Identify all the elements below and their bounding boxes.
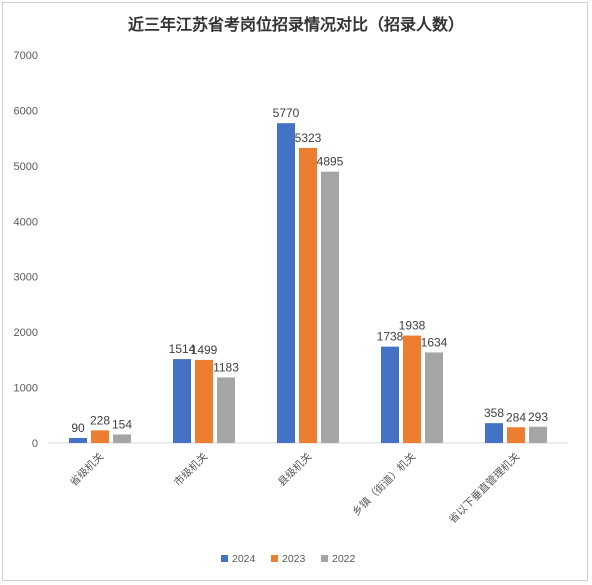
- bar-2022-3: [321, 171, 339, 444]
- bars: [69, 123, 547, 444]
- y-tick-label: 6000: [14, 105, 38, 117]
- data-label: 5770: [273, 106, 300, 120]
- data-label: 154: [112, 417, 132, 431]
- x-tick-label: 县级机关: [275, 450, 314, 489]
- bar-2023-1: [91, 430, 109, 443]
- y-tick-label: 3000: [14, 272, 38, 284]
- bar-2023-4: [403, 335, 421, 443]
- data-label: 1938: [399, 319, 426, 333]
- legend-swatch: [271, 555, 278, 562]
- bar-2024-5: [485, 423, 503, 443]
- legend-swatch: [221, 555, 228, 562]
- y-tick-label: 5000: [14, 161, 38, 173]
- legend-label: 2022: [332, 553, 356, 565]
- bar-2022-2: [217, 377, 235, 443]
- data-label: 284: [506, 410, 526, 424]
- y-axis: 0 1000 2000 3000 4000 5000 6000 7000: [14, 50, 38, 450]
- data-label: 4895: [317, 155, 344, 169]
- bar-2022-1: [113, 434, 131, 443]
- data-label: 5323: [295, 131, 322, 145]
- data-label: 1499: [191, 343, 218, 357]
- x-tick-label: 省以下垂直管理机关: [446, 450, 522, 526]
- x-tick-label: 乡镇（街道）机关: [350, 450, 419, 519]
- legend-swatch: [321, 555, 328, 562]
- data-label: 1634: [421, 335, 448, 349]
- data-label: 293: [528, 410, 548, 424]
- y-tick-label: 1000: [14, 383, 38, 395]
- bar-2023-5: [507, 427, 525, 443]
- data-label: 90: [71, 421, 85, 435]
- x-axis: 省级机关 市级机关 县级机关 乡镇（街道）机关 省以下垂直管理机关: [67, 450, 522, 526]
- data-label: 1183: [213, 360, 239, 374]
- bar-2022-4: [425, 352, 443, 443]
- data-label: 358: [484, 406, 504, 420]
- y-tick-label: 0: [32, 438, 38, 450]
- bar-2024-1: [69, 438, 87, 443]
- data-label: 228: [90, 413, 110, 427]
- bar-2022-5: [529, 426, 547, 443]
- y-tick-label: 4000: [14, 216, 38, 228]
- y-tick-label: 7000: [14, 50, 38, 62]
- x-tick-label: 市级机关: [171, 450, 210, 489]
- bar-2023-2: [195, 359, 213, 443]
- legend-label: 2023: [282, 553, 306, 565]
- data-label: 1514: [169, 342, 196, 356]
- legend-label: 2024: [232, 553, 256, 565]
- bar-2024-4: [381, 346, 399, 443]
- legend: 2024 2023 2022: [221, 553, 356, 565]
- bar-2024-2: [173, 359, 191, 443]
- chart-title: 近三年江苏省考岗位招录情况对比（招录人数）: [128, 15, 464, 34]
- x-tick-label: 省级机关: [67, 450, 106, 489]
- bar-2023-3: [299, 147, 317, 443]
- y-tick-label: 2000: [14, 327, 38, 339]
- data-label: 1738: [377, 330, 404, 344]
- bar-2024-3: [277, 123, 295, 444]
